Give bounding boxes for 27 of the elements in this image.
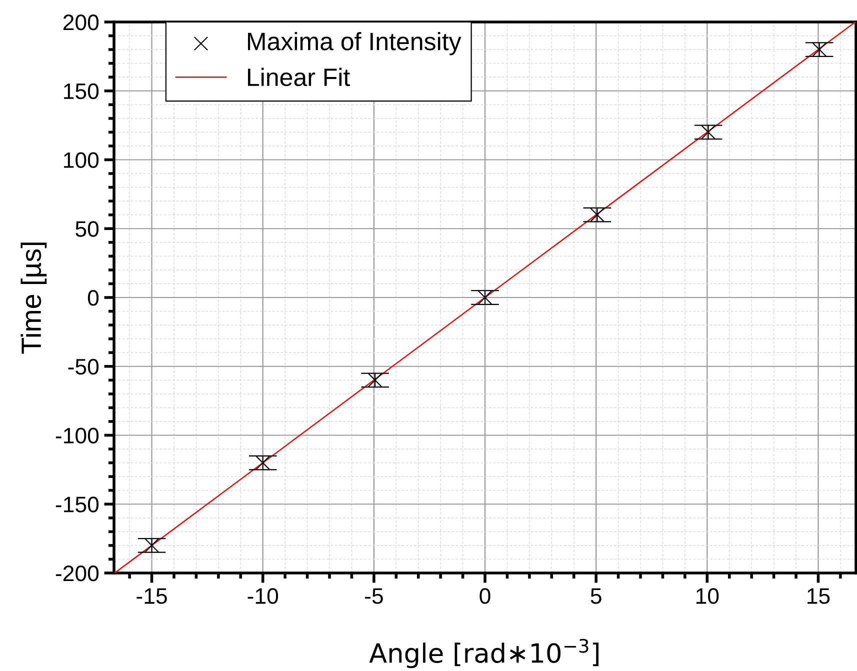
legend-label: Linear Fit bbox=[248, 68, 350, 86]
y-tick-label: -100 bbox=[56, 428, 99, 444]
x-tick-label: -15 bbox=[136, 588, 167, 604]
y-tick-label: -50 bbox=[68, 358, 99, 375]
point bbox=[256, 456, 270, 470]
y-tick-label: 100 bbox=[64, 152, 99, 168]
x-tick-label: 0 bbox=[480, 588, 490, 604]
y-tick-label: -200 bbox=[56, 566, 99, 582]
point bbox=[590, 208, 604, 222]
x-tick-label: 5 bbox=[590, 588, 602, 604]
x-tick-label: 10 bbox=[696, 588, 719, 604]
legend-label: Maxima of Intensity bbox=[248, 32, 462, 56]
y-tick-label: 150 bbox=[64, 83, 99, 100]
x-tick-label: -10 bbox=[248, 588, 278, 604]
point bbox=[144, 538, 159, 553]
point bbox=[701, 125, 716, 140]
point bbox=[812, 42, 826, 57]
y-tick-label: -150 bbox=[56, 496, 99, 512]
x-tick-label: 15 bbox=[808, 588, 830, 604]
x-axis-title: Angle [rad∗10$^{−3}$] bbox=[369, 638, 598, 668]
y-tick-label: 50 bbox=[76, 221, 99, 237]
point bbox=[478, 290, 492, 305]
y-axis-title: Time [µs] bbox=[20, 242, 47, 354]
y-tick-label: 200 bbox=[63, 14, 99, 30]
y-tick-label: 0 bbox=[88, 290, 99, 306]
point bbox=[368, 373, 382, 388]
x-tick-label: -5 bbox=[365, 588, 383, 604]
